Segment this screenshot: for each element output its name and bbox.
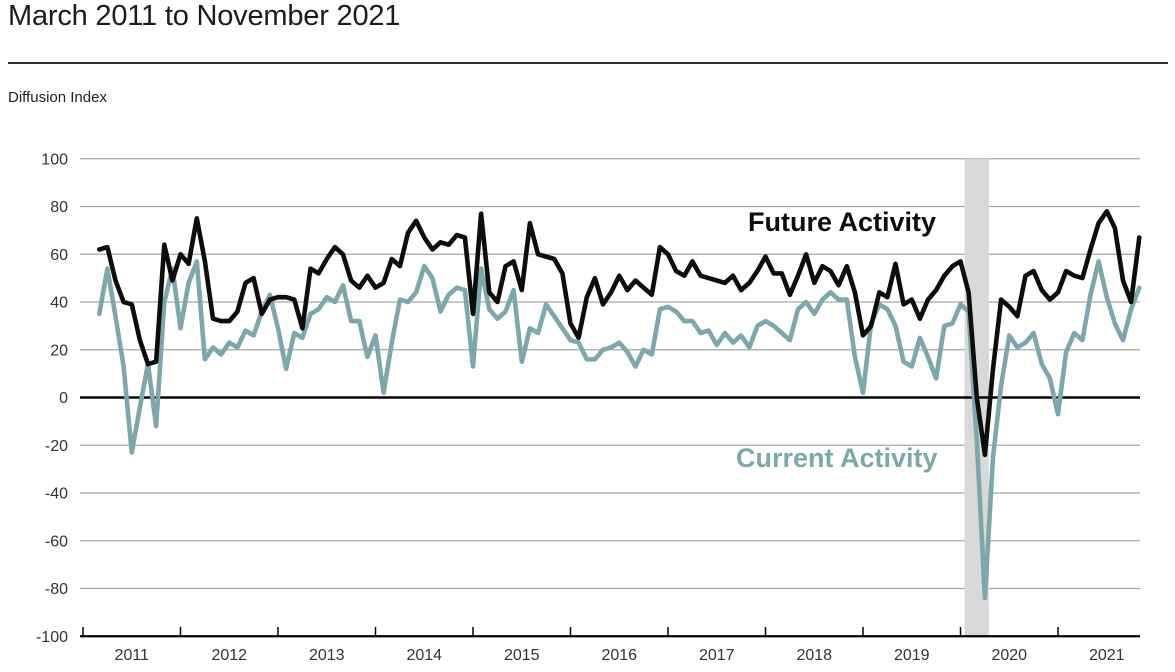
x-tick-label: 2012 [211,647,247,664]
x-tick-label: 2013 [309,647,345,664]
y-tick-label: 0 [59,390,68,407]
title-divider [8,62,1168,64]
x-tick-label: 2014 [406,647,442,664]
y-tick-label: 80 [50,199,68,216]
x-tick-label: 2021 [1089,647,1125,664]
x-tick-label: 2011 [115,647,150,664]
y-tick-label: 100 [41,151,68,168]
future-activity-series-label: Future Activity [748,207,937,237]
y-tick-label: 60 [50,247,68,264]
x-tick-label: 2017 [699,647,735,664]
y-tick-label: 40 [50,295,68,312]
x-tick-label: 2020 [991,647,1027,664]
current-activity-line [97,259,1142,601]
x-tick-label: 2018 [796,647,832,664]
page-title: March 2011 to November 2021 [8,0,401,32]
x-tick-label: 2015 [504,647,540,664]
y-tick-label: -20 [45,438,68,455]
y-tick-label: -100 [36,629,68,646]
y-axis-unit-label: Diffusion Index [8,89,107,106]
x-tick-label: 2016 [601,647,637,664]
y-tick-label: -40 [45,486,68,503]
y-tick-label: 20 [50,342,68,359]
x-tick-label: 2019 [894,647,930,664]
current-activity-series-label: Current Activity [736,443,938,473]
y-tick-label: -80 [45,581,68,598]
y-tick-label: -60 [45,533,68,550]
future-activity-line [97,209,1142,458]
